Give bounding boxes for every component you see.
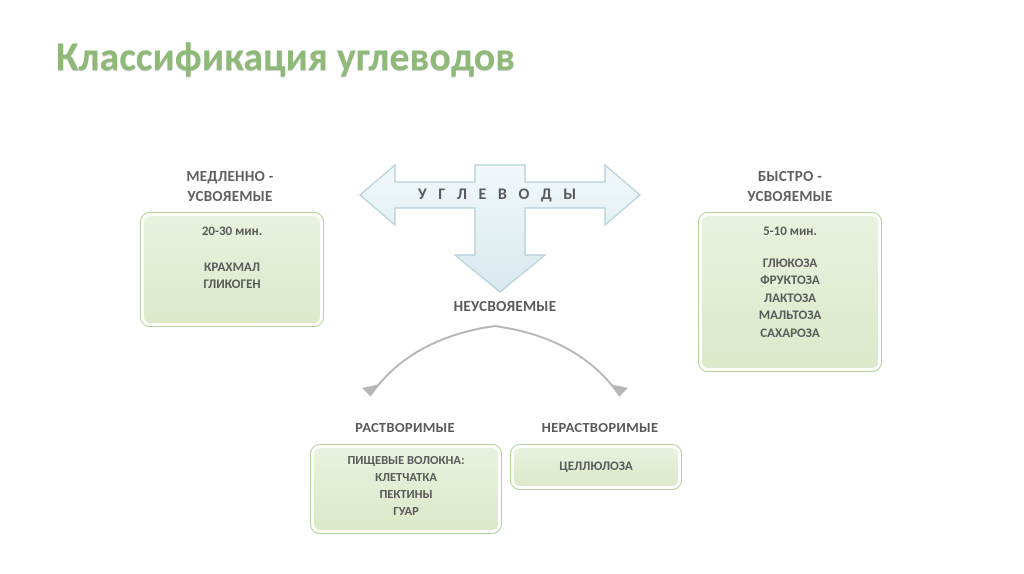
fast-item-3: МАЛЬТОЗА <box>759 307 822 325</box>
fast-time: 5-10 мин. <box>763 223 817 241</box>
right-heading-line1: БЫСТРО - <box>758 168 822 186</box>
slow-item-1: ГЛИКОГЕН <box>203 276 260 294</box>
slow-carbs-box: 20-30 мин. КРАХМАЛ ГЛИКОГЕН <box>140 212 324 327</box>
insoluble-box: ЦЕЛЛЮЛОЗА <box>510 444 682 490</box>
fast-item-1: ФРУКТОЗА <box>760 272 819 290</box>
soluble-item-0: КЛЕТЧАТКА <box>375 470 437 487</box>
soluble-box: ПИЩЕВЫЕ ВОЛОКНА: КЛЕТЧАТКА ПЕКТИНЫ ГУАР <box>310 444 502 534</box>
left-heading-line1: МЕДЛЕННО - <box>186 168 273 186</box>
fast-item-2: ЛАКТОЗА <box>764 290 816 308</box>
left-heading-line2: УСВОЯЕМЫЕ <box>187 188 272 206</box>
soluble-item-1: ПЕКТИНЫ <box>379 487 432 504</box>
bottom-heading: НЕУСВОЯЕМЫЕ <box>430 298 580 316</box>
center-heading: У Г Л Е В О Д Ы <box>404 185 594 204</box>
left-heading: МЕДЛЕННО - УСВОЯЕМЫЕ <box>145 168 315 207</box>
fast-item-4: САХАРОЗА <box>760 325 819 343</box>
insoluble-text: ЦЕЛЛЮЛОЗА <box>559 458 633 476</box>
fast-carbs-box: 5-10 мин. ГЛЮКОЗА ФРУКТОЗА ЛАКТОЗА МАЛЬТ… <box>698 212 882 372</box>
fast-item-0: ГЛЮКОЗА <box>763 255 817 273</box>
right-heading-line2: УСВОЯЕМЫЕ <box>747 188 832 206</box>
curve-split-arrow <box>330 318 660 418</box>
insoluble-label: НЕРАСТВОРИМЫЕ <box>510 418 690 436</box>
right-heading: БЫСТРО - УСВОЯЕМЫЕ <box>705 168 875 207</box>
slow-item-0: КРАХМАЛ <box>204 259 260 277</box>
soluble-heading: ПИЩЕВЫЕ ВОЛОКНА: <box>347 453 464 470</box>
soluble-label: РАСТВОРИМЫЕ <box>320 418 490 436</box>
soluble-item-2: ГУАР <box>393 504 418 521</box>
slow-time: 20-30 мин. <box>202 223 262 241</box>
